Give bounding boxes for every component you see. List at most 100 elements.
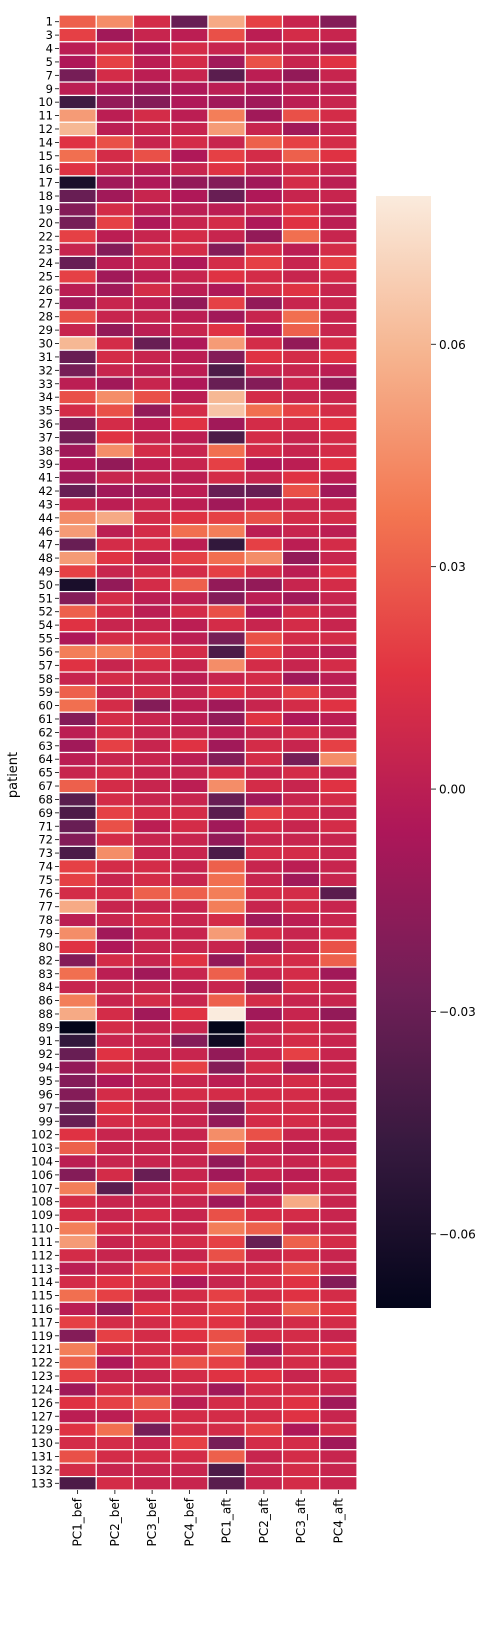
heatmap-cell xyxy=(95,41,135,56)
heatmap-cell xyxy=(244,27,284,43)
heatmap-cell xyxy=(244,161,284,177)
heatmap-cell xyxy=(170,148,209,164)
heatmap-cell xyxy=(281,523,321,539)
heatmap-cell xyxy=(95,363,135,378)
heatmap-cell xyxy=(58,1221,97,1236)
heatmap-cell xyxy=(281,658,321,673)
heatmap-cell xyxy=(281,698,321,713)
row-label: 54 xyxy=(38,618,53,632)
heatmap-cell xyxy=(95,1207,135,1223)
heatmap-cell xyxy=(58,121,97,137)
heatmap-cell xyxy=(244,1087,284,1102)
heatmap-cell xyxy=(132,1435,172,1451)
heatmap-cell xyxy=(95,698,135,713)
row-label: 49 xyxy=(38,564,53,578)
heatmap-cell xyxy=(170,926,209,941)
heatmap-cell xyxy=(207,349,246,365)
heatmap-cell xyxy=(132,1395,172,1411)
heatmap-cell xyxy=(207,1221,246,1236)
heatmap-cell xyxy=(319,792,358,807)
heatmap-cell xyxy=(58,1234,97,1250)
heatmap-cell xyxy=(132,1087,172,1102)
row-label: 44 xyxy=(38,511,53,525)
heatmap-cell xyxy=(281,684,321,700)
heatmap-cell xyxy=(207,68,246,83)
heatmap-cell xyxy=(95,1046,135,1062)
heatmap-cell xyxy=(244,832,284,847)
heatmap-cell xyxy=(207,711,246,727)
heatmap-cell xyxy=(281,483,321,499)
heatmap-cell xyxy=(170,108,209,123)
heatmap-cell xyxy=(281,1382,321,1397)
heatmap-cell xyxy=(319,564,358,579)
column-labels: PC1_bef PC2_bef PC3_bef PC4_bef PC1_aft PC2_a… xyxy=(71,1490,345,1546)
heatmap-cell xyxy=(170,1167,209,1183)
heatmap-cell xyxy=(132,792,172,807)
heatmap-cell xyxy=(319,81,358,97)
heatmap-cell xyxy=(95,1422,135,1437)
heatmap-cell xyxy=(170,443,209,459)
row-label: 75 xyxy=(38,873,53,887)
heatmap-cell xyxy=(132,27,172,43)
heatmap-cell xyxy=(319,403,358,418)
heatmap-cell xyxy=(58,684,97,700)
heatmap-cell xyxy=(281,1422,321,1437)
heatmap-cell xyxy=(170,121,209,137)
heatmap-cell xyxy=(281,1261,321,1277)
row-label: 22 xyxy=(38,229,53,243)
row-label: 122 xyxy=(31,1356,53,1370)
heatmap-cell xyxy=(132,993,172,1008)
heatmap-cell xyxy=(58,885,97,901)
heatmap-cell xyxy=(170,537,209,552)
heatmap-cell xyxy=(95,282,135,298)
heatmap-cell xyxy=(244,14,284,30)
heatmap-cell xyxy=(281,27,321,43)
heatmap-cell xyxy=(95,738,135,754)
row-label: 80 xyxy=(38,940,53,954)
heatmap-cell xyxy=(170,698,209,713)
heatmap-cell xyxy=(132,912,172,928)
heatmap-cell xyxy=(207,161,246,177)
heatmap-cell xyxy=(319,1207,358,1223)
heatmap-cell xyxy=(58,295,97,311)
heatmap-cell xyxy=(319,295,358,311)
heatmap-cell xyxy=(281,430,321,445)
heatmap-cell xyxy=(170,845,209,861)
heatmap-cell xyxy=(170,832,209,847)
heatmap-cell xyxy=(170,322,209,338)
heatmap-cell xyxy=(170,1033,209,1049)
heatmap-cell xyxy=(132,456,172,472)
heatmap-cell xyxy=(207,403,246,418)
heatmap-cell xyxy=(207,1382,246,1397)
heatmap-cell xyxy=(95,336,135,351)
heatmap-cell xyxy=(95,108,135,123)
row-label: 109 xyxy=(31,1208,53,1222)
heatmap-cell xyxy=(58,376,97,392)
heatmap-cell xyxy=(132,497,172,512)
heatmap-cell xyxy=(132,590,172,606)
heatmap-cell xyxy=(132,805,172,821)
heatmap-cell xyxy=(244,81,284,97)
heatmap-cell xyxy=(207,979,246,995)
heatmap-cell xyxy=(244,1140,284,1156)
heatmap-cell xyxy=(132,725,172,740)
heatmap-cell xyxy=(58,443,97,459)
row-labels: 1345791011121415161718192022232425262728… xyxy=(31,15,59,1490)
heatmap-cell xyxy=(319,497,358,512)
heatmap-cell xyxy=(207,738,246,754)
heatmap-cell xyxy=(207,872,246,888)
row-label: 133 xyxy=(31,1476,53,1490)
heatmap-cell xyxy=(170,1020,209,1035)
heatmap-cell xyxy=(244,885,284,901)
heatmap-cell xyxy=(281,108,321,123)
heatmap-cell xyxy=(170,979,209,995)
heatmap-cell xyxy=(170,577,209,593)
heatmap-cell xyxy=(207,94,246,110)
heatmap-cell xyxy=(95,430,135,445)
heatmap-cell xyxy=(207,135,246,150)
heatmap-cell xyxy=(207,27,246,43)
heatmap-cell xyxy=(95,1087,135,1102)
heatmap-cell xyxy=(207,1462,246,1478)
heatmap-cell xyxy=(170,1435,209,1451)
heatmap-cell xyxy=(95,1328,135,1344)
